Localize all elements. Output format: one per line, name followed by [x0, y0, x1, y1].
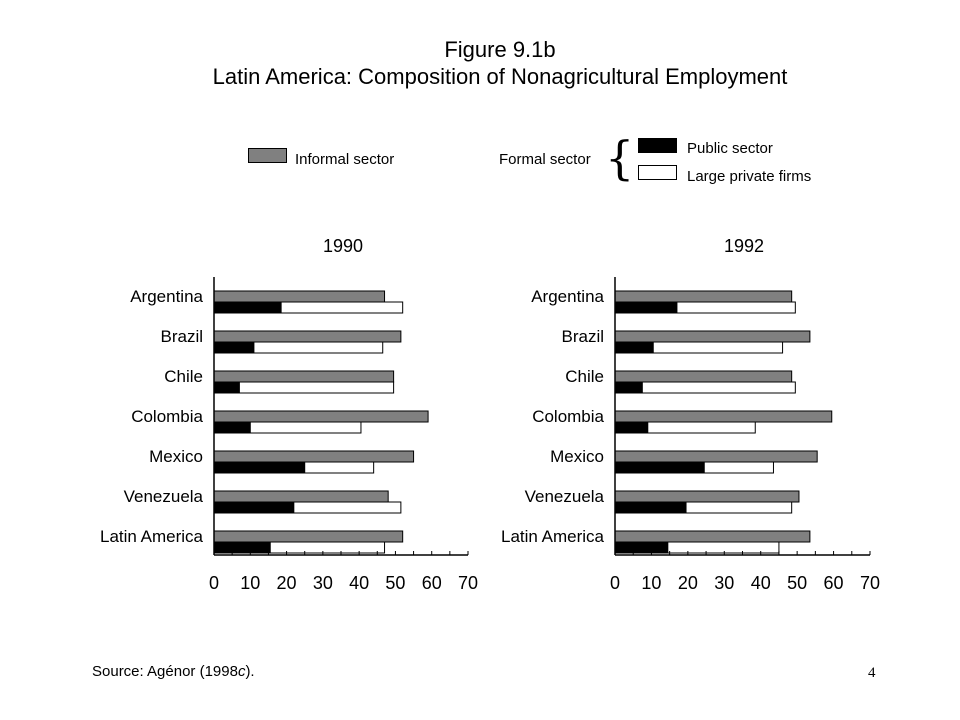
category-label: Colombia — [131, 407, 203, 426]
bar-informal — [614, 450, 818, 463]
bar-private — [280, 301, 404, 314]
x-tick-label: 40 — [751, 573, 771, 593]
x-tick-label: 10 — [641, 573, 661, 593]
x-tick-label: 60 — [824, 573, 844, 593]
legend-label-public: Public sector — [687, 140, 773, 157]
bar-public — [213, 341, 255, 354]
category-label: Mexico — [149, 447, 203, 466]
x-tick-label: 40 — [349, 573, 369, 593]
legend-swatch-private — [638, 165, 677, 180]
bar-private — [685, 501, 793, 514]
category-label: Latin America — [100, 527, 204, 546]
bar-public — [213, 421, 251, 434]
x-tick-label: 60 — [422, 573, 442, 593]
category-label: Mexico — [550, 447, 604, 466]
bar-public — [213, 541, 271, 554]
source-prefix: Source: Agénor (1998 — [92, 663, 238, 680]
category-label: Latin America — [501, 527, 605, 546]
x-tick-label: 70 — [458, 573, 478, 593]
bar-public — [213, 381, 240, 394]
bar-public — [614, 421, 649, 434]
x-tick-label: 20 — [277, 573, 297, 593]
bar-private — [647, 421, 756, 434]
chart-title: 1992 — [724, 236, 764, 256]
category-label: Colombia — [532, 407, 604, 426]
x-tick-label: 0 — [610, 573, 620, 593]
bar-public — [213, 301, 282, 314]
figure-subtitle: Latin America: Composition of Nonagricul… — [212, 64, 788, 89]
bar-informal — [614, 370, 793, 383]
bar-informal — [614, 290, 793, 303]
bar-informal — [213, 450, 415, 463]
source-suffix: ). — [245, 663, 255, 680]
category-label: Argentina — [531, 287, 604, 306]
bar-informal — [614, 530, 811, 543]
bar-private — [253, 341, 384, 354]
bar-private — [293, 501, 402, 514]
category-label: Brazil — [561, 327, 604, 346]
bar-public — [614, 301, 678, 314]
category-label: Chile — [565, 367, 604, 386]
bar-private — [269, 541, 386, 554]
bar-private — [667, 541, 780, 554]
x-tick-label: 0 — [209, 573, 219, 593]
category-label: Argentina — [130, 287, 203, 306]
bar-informal — [614, 330, 811, 343]
bar-informal — [213, 530, 404, 543]
bar-private — [652, 341, 784, 354]
bar-public — [614, 381, 643, 394]
legend-label-informal: Informal sector — [295, 151, 395, 168]
legend-label-private: Large private firms — [687, 168, 812, 185]
bar-public — [213, 461, 306, 474]
x-tick-label: 30 — [714, 573, 734, 593]
x-tick-label: 50 — [385, 573, 405, 593]
bar-informal — [614, 490, 800, 503]
category-label: Venezuela — [525, 487, 605, 506]
bar-informal — [213, 410, 429, 423]
bar-private — [304, 461, 375, 474]
bar-public — [614, 501, 687, 514]
x-tick-label: 20 — [678, 573, 698, 593]
bar-public — [614, 341, 654, 354]
chart-title: 1990 — [323, 236, 363, 256]
category-label: Venezuela — [124, 487, 204, 506]
legend-swatch-public — [638, 138, 677, 153]
bar-informal — [213, 370, 395, 383]
bar-public — [213, 501, 295, 514]
bar-public — [614, 541, 669, 554]
bar-public — [614, 461, 705, 474]
bar-private — [238, 381, 395, 394]
bar-informal — [614, 410, 833, 423]
bar-private — [249, 421, 362, 434]
x-tick-label: 50 — [787, 573, 807, 593]
x-tick-label: 70 — [860, 573, 880, 593]
category-label: Brazil — [160, 327, 203, 346]
bar-private — [703, 461, 774, 474]
source-italic: c — [237, 663, 246, 680]
category-label: Chile — [164, 367, 203, 386]
bar-informal — [213, 490, 389, 503]
page-number: 4 — [868, 665, 876, 681]
source-note: Source: Agénor (1998c). — [92, 663, 255, 680]
bar-private — [641, 381, 796, 394]
legend-label-formal: Formal sector — [499, 151, 591, 168]
bar-informal — [213, 330, 402, 343]
legend-swatch-informal — [248, 148, 287, 163]
x-tick-label: 30 — [313, 573, 333, 593]
bar-private — [676, 301, 796, 314]
figure-title: Figure 9.1b — [444, 37, 556, 62]
x-tick-label: 10 — [240, 573, 260, 593]
bar-informal — [213, 290, 386, 303]
legend-brace: { — [605, 131, 635, 185]
